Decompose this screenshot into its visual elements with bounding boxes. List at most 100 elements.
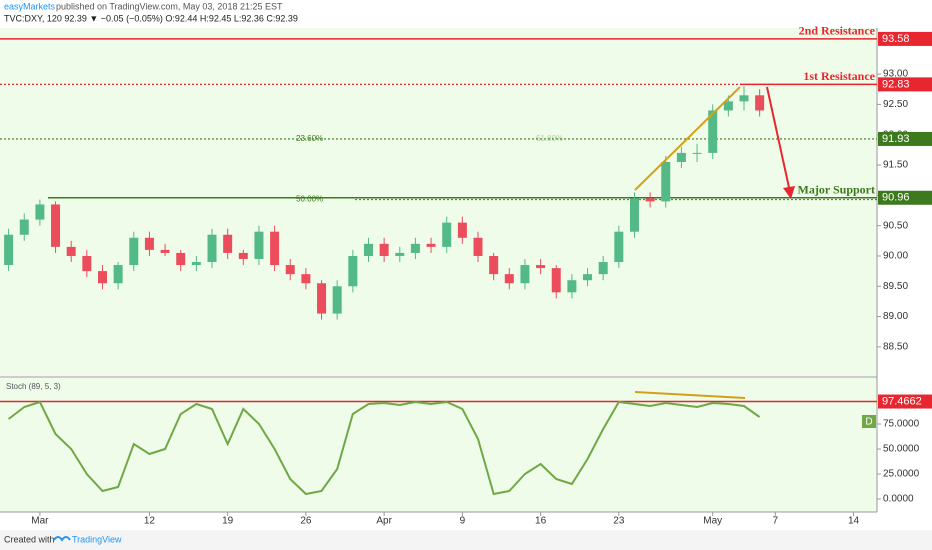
candle-body	[692, 152, 702, 154]
candle-body	[113, 265, 123, 284]
stoch-badge: D	[865, 417, 872, 428]
candle-body	[238, 252, 248, 259]
stoch-divergence-line	[634, 391, 746, 399]
level-value: 93.58	[882, 33, 910, 45]
level-value: 91.93	[882, 133, 910, 145]
y-tick-label: 89.50	[883, 281, 908, 292]
candle-body	[567, 280, 577, 293]
candle-body	[520, 265, 530, 284]
x-tick-label: 19	[222, 516, 234, 527]
level-value: 92.83	[882, 78, 910, 90]
stoch-tick-label: 50.0000	[883, 444, 920, 455]
candle-body	[410, 243, 420, 253]
stoch-tick-label: 75.0000	[883, 419, 920, 430]
candle-body	[504, 274, 514, 284]
candle-body	[551, 268, 561, 293]
candle-body	[332, 286, 342, 314]
fib-label: 61.80%	[536, 134, 563, 143]
candle-body	[191, 262, 201, 266]
x-tick-label: May	[703, 516, 722, 527]
level-box	[878, 77, 932, 92]
level-box	[878, 190, 932, 205]
candle-body	[426, 243, 436, 247]
x-tick-label: 14	[848, 516, 860, 527]
candle-body	[97, 271, 107, 284]
stoch-title: Stoch (89, 5, 3)	[6, 382, 61, 391]
candle-body	[645, 198, 655, 202]
y-tick-label: 92.50	[883, 99, 908, 110]
published: published on TradingView.com, May 03, 20…	[56, 1, 283, 11]
candle-body	[223, 234, 233, 253]
fib-label: 23.60%	[296, 134, 323, 143]
candle-body	[661, 161, 671, 202]
candle-body	[395, 252, 405, 256]
level-name: 2nd Resistance	[799, 24, 876, 38]
candle-body	[176, 252, 186, 266]
y-tick-label: 90.00	[883, 251, 908, 262]
projection-arrow	[766, 86, 791, 193]
candle-body	[489, 255, 499, 275]
candle-body	[755, 95, 765, 111]
candle-body	[207, 234, 217, 263]
stoch-badge-box	[862, 415, 876, 428]
symbol-line: TVC:DXY, 120 92.39 ▼ −0.05 (−0.05%) O:92…	[4, 13, 298, 23]
stoch-line	[7, 400, 761, 496]
publisher: easyMarkets	[4, 1, 56, 11]
candle-body	[598, 262, 608, 275]
y-tick-label: 88.50	[883, 342, 908, 353]
candle-body	[4, 234, 14, 266]
x-tick-label: Mar	[31, 516, 49, 527]
candle-body	[457, 222, 467, 238]
fib-label: 50.00%	[296, 195, 323, 204]
footer-prefix: Created with	[4, 534, 55, 544]
footer-brand: TradingView	[72, 534, 122, 544]
candle-body	[723, 101, 733, 111]
footer-bar	[0, 530, 932, 550]
x-tick-label: Apr	[376, 516, 392, 527]
x-tick-label: 9	[460, 516, 466, 527]
candle-body	[144, 237, 154, 250]
candle-body	[379, 243, 389, 256]
candle-body	[51, 204, 61, 247]
trend-line	[634, 86, 741, 191]
y-tick-label: 89.00	[883, 311, 908, 322]
candle-body	[317, 283, 327, 314]
x-tick-label: 26	[300, 516, 312, 527]
stoch-level-box	[878, 394, 932, 409]
x-tick-label: 7	[773, 516, 779, 527]
candle-body	[442, 222, 452, 247]
candle-body	[629, 198, 639, 232]
x-tick-label: 23	[613, 516, 625, 527]
y-tick-label: 90.50	[883, 220, 908, 231]
candle-body	[348, 255, 358, 287]
arrow-head	[783, 186, 795, 199]
stoch-tick-label: 0.0000	[883, 494, 914, 505]
brand-icon	[53, 536, 71, 542]
level-value: 90.96	[882, 192, 910, 204]
price-pane	[0, 28, 877, 376]
level-box	[878, 31, 932, 46]
stoch-pane	[0, 378, 877, 512]
candle-body	[129, 237, 139, 266]
stoch-level-value: 97.4662	[882, 395, 922, 407]
candle-body	[676, 152, 686, 162]
y-tick-label: 93.00	[883, 69, 908, 80]
candle-body	[614, 231, 624, 263]
level-name: Major Support	[798, 183, 875, 197]
candle-body	[536, 265, 546, 269]
candle-body	[583, 274, 593, 281]
candle-body	[363, 243, 373, 256]
y-tick-label: 91.50	[883, 160, 908, 171]
candle-body	[473, 237, 483, 256]
stoch-tick-label: 25.0000	[883, 469, 920, 480]
candle-body	[270, 231, 280, 266]
candle-body	[160, 249, 170, 253]
candle-body	[66, 246, 76, 256]
candle-body	[35, 204, 45, 220]
candle-body	[254, 231, 264, 259]
x-tick-label: 12	[144, 516, 156, 527]
candle-body	[708, 110, 718, 153]
candle-body	[739, 95, 749, 102]
candle-body	[285, 265, 295, 275]
